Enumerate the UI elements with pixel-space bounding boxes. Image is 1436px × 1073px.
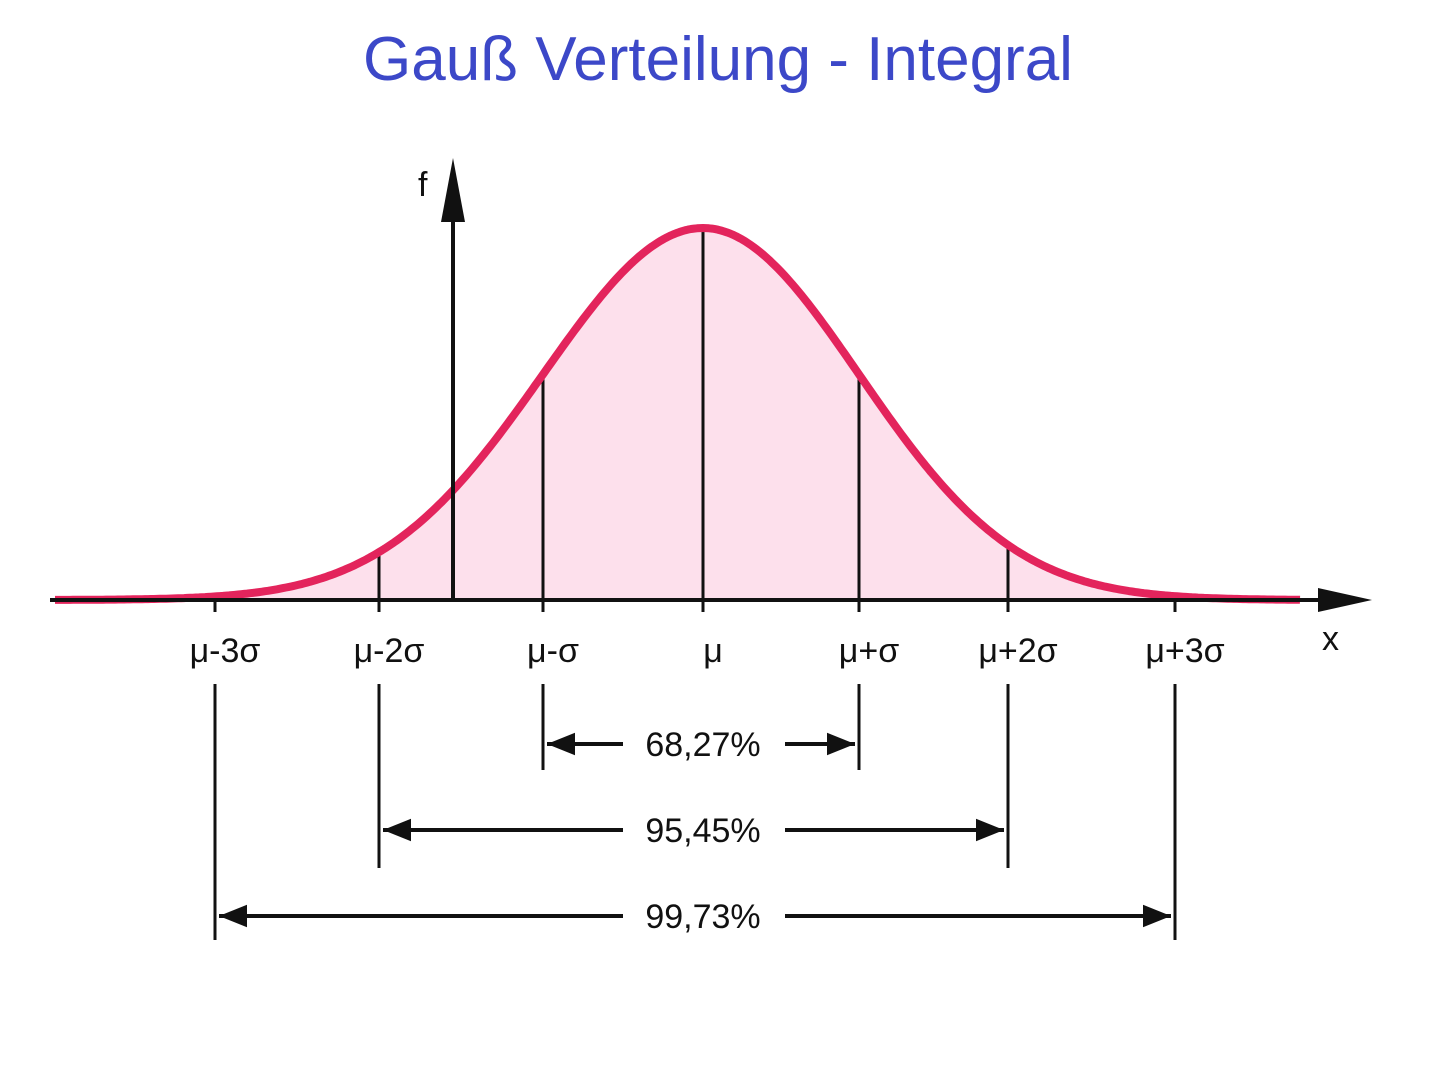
curve-area <box>55 228 1300 600</box>
tick-label: μ+σ <box>839 632 899 670</box>
interval-label: 68,27% <box>645 726 760 764</box>
tick-label: μ+2σ <box>978 632 1057 670</box>
x-axis-arrow-icon <box>1318 588 1372 612</box>
sigma-verticals <box>377 230 1010 600</box>
diagram-title: Gauß Verteilung - Integral <box>363 25 1073 94</box>
y-axis-label: f <box>418 166 428 204</box>
tick-label: μ+3σ <box>1145 632 1224 670</box>
tick-label: μ-2σ <box>354 632 425 670</box>
interval-label: 99,73% <box>645 898 760 936</box>
tick-label: μ <box>703 632 723 670</box>
tick-label: μ-σ <box>527 632 579 670</box>
interval-arrows: 68,27% 95,45% 99,73% <box>213 684 1177 940</box>
tick-labels: μ-3σ μ-2σ μ-σ μ μ+σ μ+2σ μ+3σ <box>190 600 1225 670</box>
gauss-curve <box>54 224 1301 604</box>
tick-label: μ-3σ <box>190 632 261 670</box>
x-axis-label: x <box>1322 620 1339 658</box>
y-axis-arrow-icon <box>441 158 465 222</box>
interval-label: 95,45% <box>645 812 760 850</box>
